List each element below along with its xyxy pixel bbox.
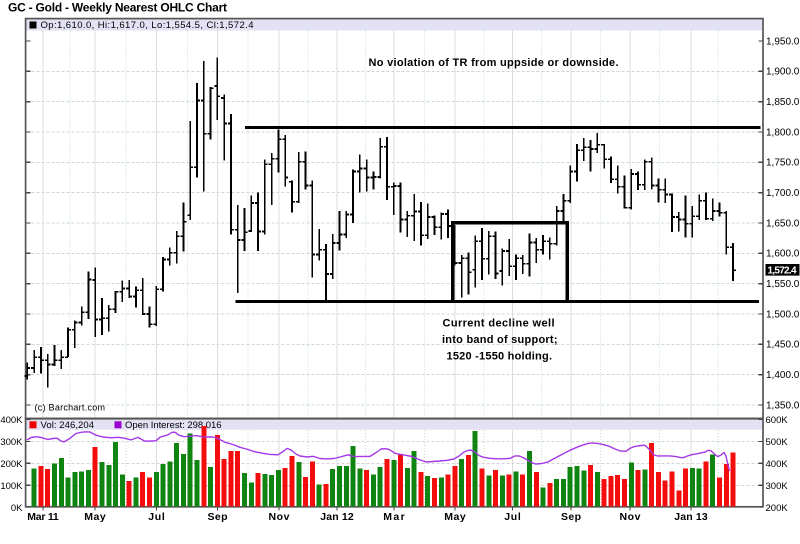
svg-text:1,550.0: 1,550.0: [766, 279, 800, 290]
svg-text:Jan 12: Jan 12: [320, 511, 354, 523]
svg-text:600K: 600K: [766, 415, 789, 426]
svg-text:Current decline well: Current decline well: [443, 318, 555, 330]
svg-text:200K: 200K: [0, 459, 23, 470]
svg-text:300K: 300K: [766, 481, 789, 492]
svg-text:Nov: Nov: [620, 511, 641, 523]
svg-text:1,572.4: 1,572.4: [768, 265, 797, 276]
svg-text:Jul: Jul: [148, 511, 165, 523]
svg-text:Mar 11: Mar 11: [27, 511, 59, 523]
svg-text:300K: 300K: [0, 437, 23, 448]
svg-text:1,900.0: 1,900.0: [766, 67, 800, 78]
svg-text:100K: 100K: [0, 481, 23, 492]
svg-text:into band of support;: into band of support;: [442, 334, 558, 346]
svg-text:200K: 200K: [766, 503, 789, 514]
svg-text:400K: 400K: [766, 459, 789, 470]
svg-text:1,750.0: 1,750.0: [766, 158, 800, 169]
svg-text:1,650.0: 1,650.0: [766, 218, 800, 229]
svg-text:1,700.0: 1,700.0: [766, 188, 800, 199]
svg-text:Open Interest: 298,016: Open Interest: 298,016: [125, 420, 222, 431]
svg-text:GC - Gold - Weekly Nearest OHL: GC - Gold - Weekly Nearest OHLC Chart: [8, 0, 227, 14]
svg-text:No violation of TR from uppsid: No violation of TR from uppside or downs…: [369, 57, 619, 69]
svg-text:0K: 0K: [11, 503, 23, 514]
svg-text:1,350.0: 1,350.0: [766, 400, 800, 411]
svg-text:1,450.0: 1,450.0: [766, 340, 800, 351]
svg-text:Mar: Mar: [383, 511, 405, 523]
svg-text:Op:1,610.0, Hi:1,617.0, Lo:1,5: Op:1,610.0, Hi:1,617.0, Lo:1,554.5, Cl:1…: [41, 20, 254, 31]
svg-text:May: May: [444, 511, 466, 523]
svg-text:400K: 400K: [0, 415, 23, 426]
svg-text:1520 -1550 holding.: 1520 -1550 holding.: [447, 350, 553, 362]
svg-text:500K: 500K: [766, 437, 789, 448]
svg-text:1,850.0: 1,850.0: [766, 97, 800, 108]
svg-text:Nov: Nov: [269, 511, 290, 523]
svg-text:Sep: Sep: [208, 511, 228, 523]
svg-text:Sep: Sep: [561, 511, 581, 523]
svg-text:May: May: [84, 511, 106, 523]
svg-text:1,600.0: 1,600.0: [766, 249, 800, 260]
svg-text:Vol: 246,204: Vol: 246,204: [41, 420, 95, 431]
svg-text:1,500.0: 1,500.0: [766, 309, 800, 320]
svg-text:Jul: Jul: [504, 511, 521, 523]
svg-text:1,400.0: 1,400.0: [766, 370, 800, 381]
svg-text:Jan 13: Jan 13: [674, 511, 708, 523]
svg-text:1,800.0: 1,800.0: [766, 127, 800, 138]
svg-text:(c) Barchart.com: (c) Barchart.com: [35, 403, 106, 413]
svg-text:1,950.0: 1,950.0: [766, 36, 800, 47]
